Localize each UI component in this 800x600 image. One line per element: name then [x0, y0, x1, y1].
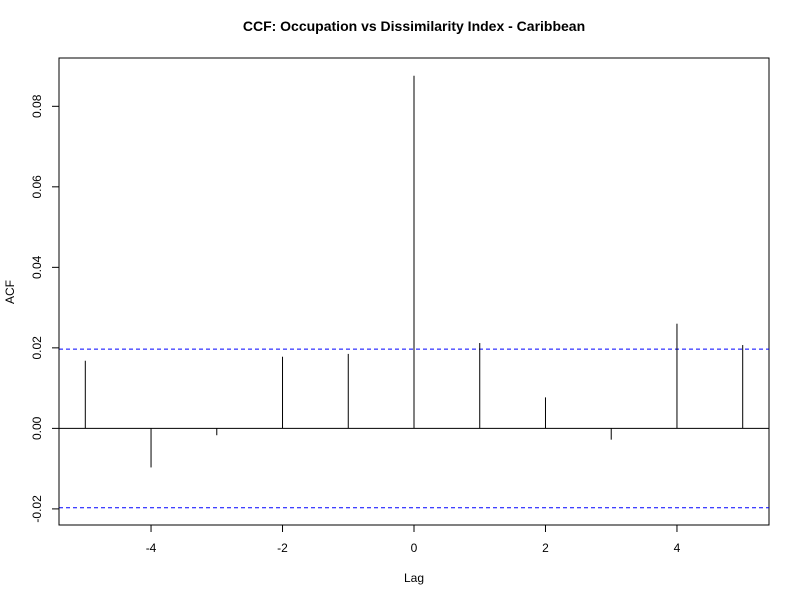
- y-tick-label: 0.02: [30, 336, 44, 360]
- x-tick-label: 0: [411, 541, 418, 555]
- plot-layer: [59, 75, 769, 509]
- x-axis-label: Lag: [404, 571, 424, 585]
- chart-title: CCF: Occupation vs Dissimilarity Index -…: [243, 18, 585, 34]
- y-tick-label: -0.02: [30, 495, 44, 523]
- y-tick-label: 0.00: [30, 416, 44, 440]
- x-tick-label: -4: [146, 541, 157, 555]
- y-axis-label: ACF: [3, 280, 17, 304]
- y-tick-label: 0.08: [30, 94, 44, 118]
- y-tick-label: 0.06: [30, 175, 44, 199]
- x-tick-label: 2: [542, 541, 549, 555]
- x-tick-label: 4: [674, 541, 681, 555]
- y-axis: -0.02 0.00 0.02 0.04 0.06 0.08: [30, 94, 60, 523]
- y-tick-label: 0.04: [30, 255, 44, 279]
- x-axis: -4 -2 0 2 4: [146, 524, 681, 555]
- x-tick-label: -2: [277, 541, 288, 555]
